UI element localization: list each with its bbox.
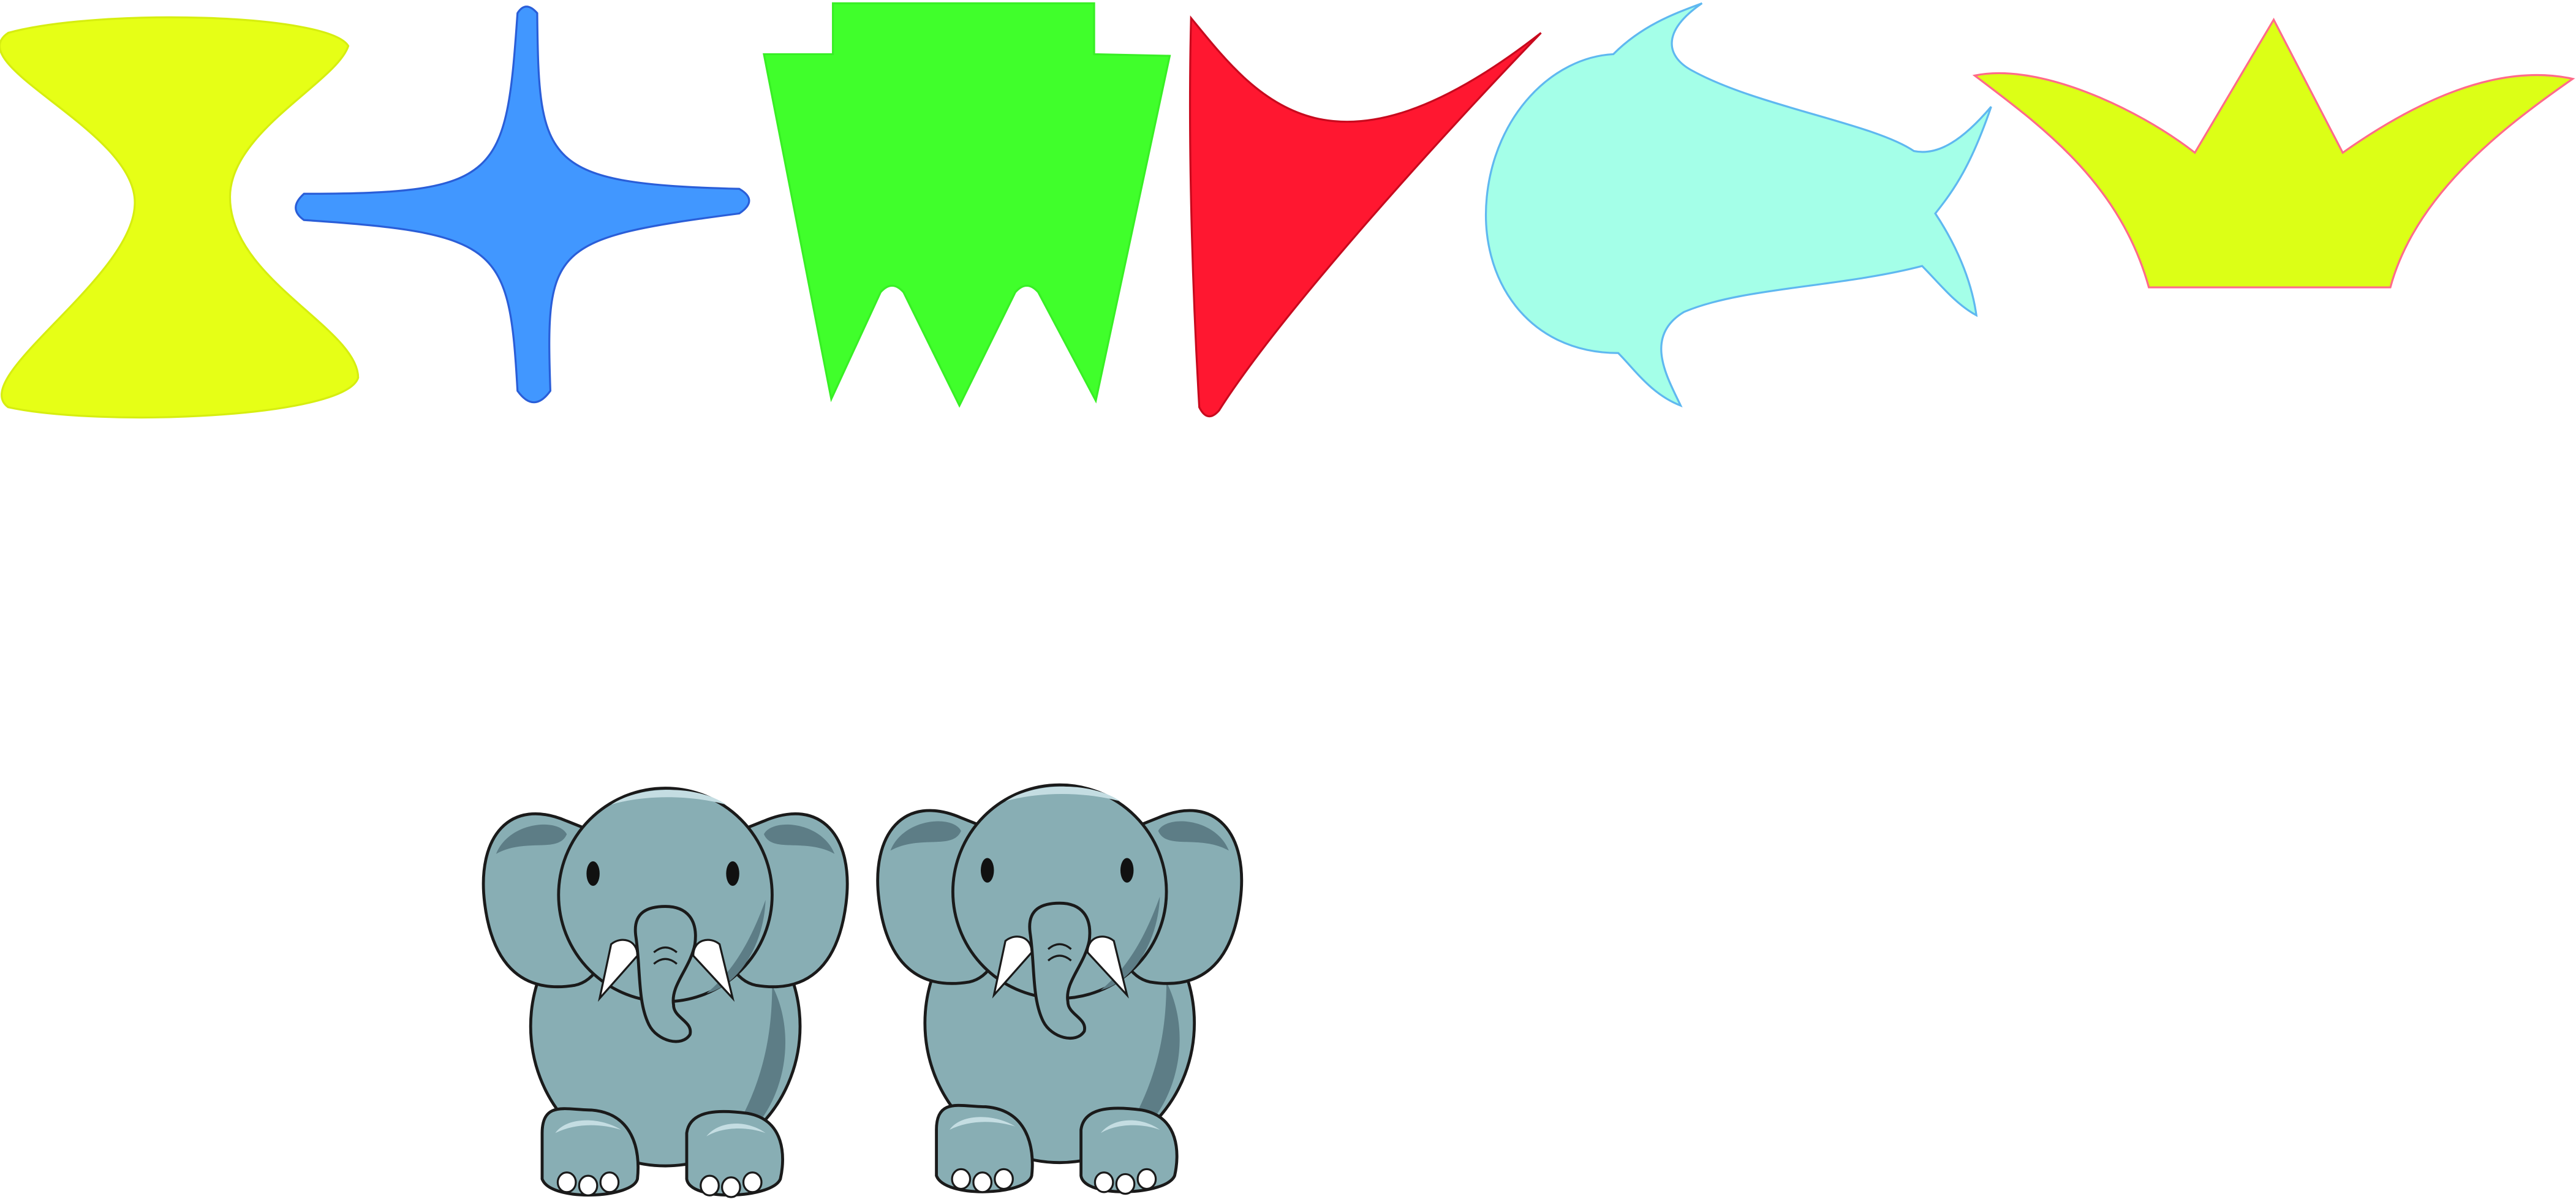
elephant-toenail <box>556 1171 577 1193</box>
elephant-foot-highlight <box>950 1117 1016 1130</box>
notched-banner-shape <box>763 2 1171 408</box>
fish-shape <box>1485 2 1992 408</box>
elephant-head-highlight <box>611 790 727 805</box>
elephant-2 <box>876 783 1244 1195</box>
elephant-foot-highlight <box>555 1120 621 1133</box>
elephant-toenail <box>1093 1171 1114 1193</box>
elephant-toenail <box>972 1171 993 1193</box>
elephant-trunk <box>1028 901 1092 1040</box>
elephant-ear-shadow <box>1158 821 1229 851</box>
elephant-right-tusk <box>1086 936 1129 999</box>
elephant-toenail <box>599 1171 620 1193</box>
elephant-1 <box>482 787 849 1198</box>
elephant-right-tusk <box>692 939 735 1002</box>
elephant-toenail <box>951 1168 972 1190</box>
elephant-head-shadow <box>1100 896 1160 991</box>
curved-pennant-shape <box>1188 15 1542 418</box>
elephant-trunk-wrinkle <box>653 946 678 953</box>
elephant-toenail <box>700 1174 720 1196</box>
crown-shape <box>1972 17 2575 289</box>
elephant-toenail <box>994 1168 1014 1190</box>
elephant-head-highlight <box>1005 786 1120 801</box>
elephant-trunk-wrinkle <box>653 958 678 965</box>
elephant-trunk-wrinkle <box>1047 954 1072 962</box>
elephant-trunk <box>633 905 697 1043</box>
elephant-ear-shadow <box>764 824 835 854</box>
elephant-toenail <box>1115 1173 1136 1195</box>
elephant-left-eye <box>586 861 600 886</box>
elephant-head-shadow <box>706 899 766 994</box>
elephant-toenail <box>578 1174 599 1196</box>
elephant-ear-shadow <box>496 824 567 854</box>
hourglass-shape <box>0 16 360 418</box>
elephant-toenail <box>721 1176 741 1198</box>
elephant-toenail <box>1136 1168 1157 1190</box>
elephant-trunk-wrinkle <box>1047 943 1072 950</box>
elephant-left-eye <box>981 858 994 883</box>
elephant-foot-highlight <box>1100 1120 1160 1133</box>
elephant-foot-highlight <box>706 1123 766 1136</box>
four-point-star-shape <box>295 6 750 404</box>
elephant-toenail <box>742 1171 763 1193</box>
elephant-right-eye <box>726 861 739 886</box>
elephant-ear-shadow <box>890 821 961 851</box>
elephant-right-eye <box>1120 858 1134 883</box>
